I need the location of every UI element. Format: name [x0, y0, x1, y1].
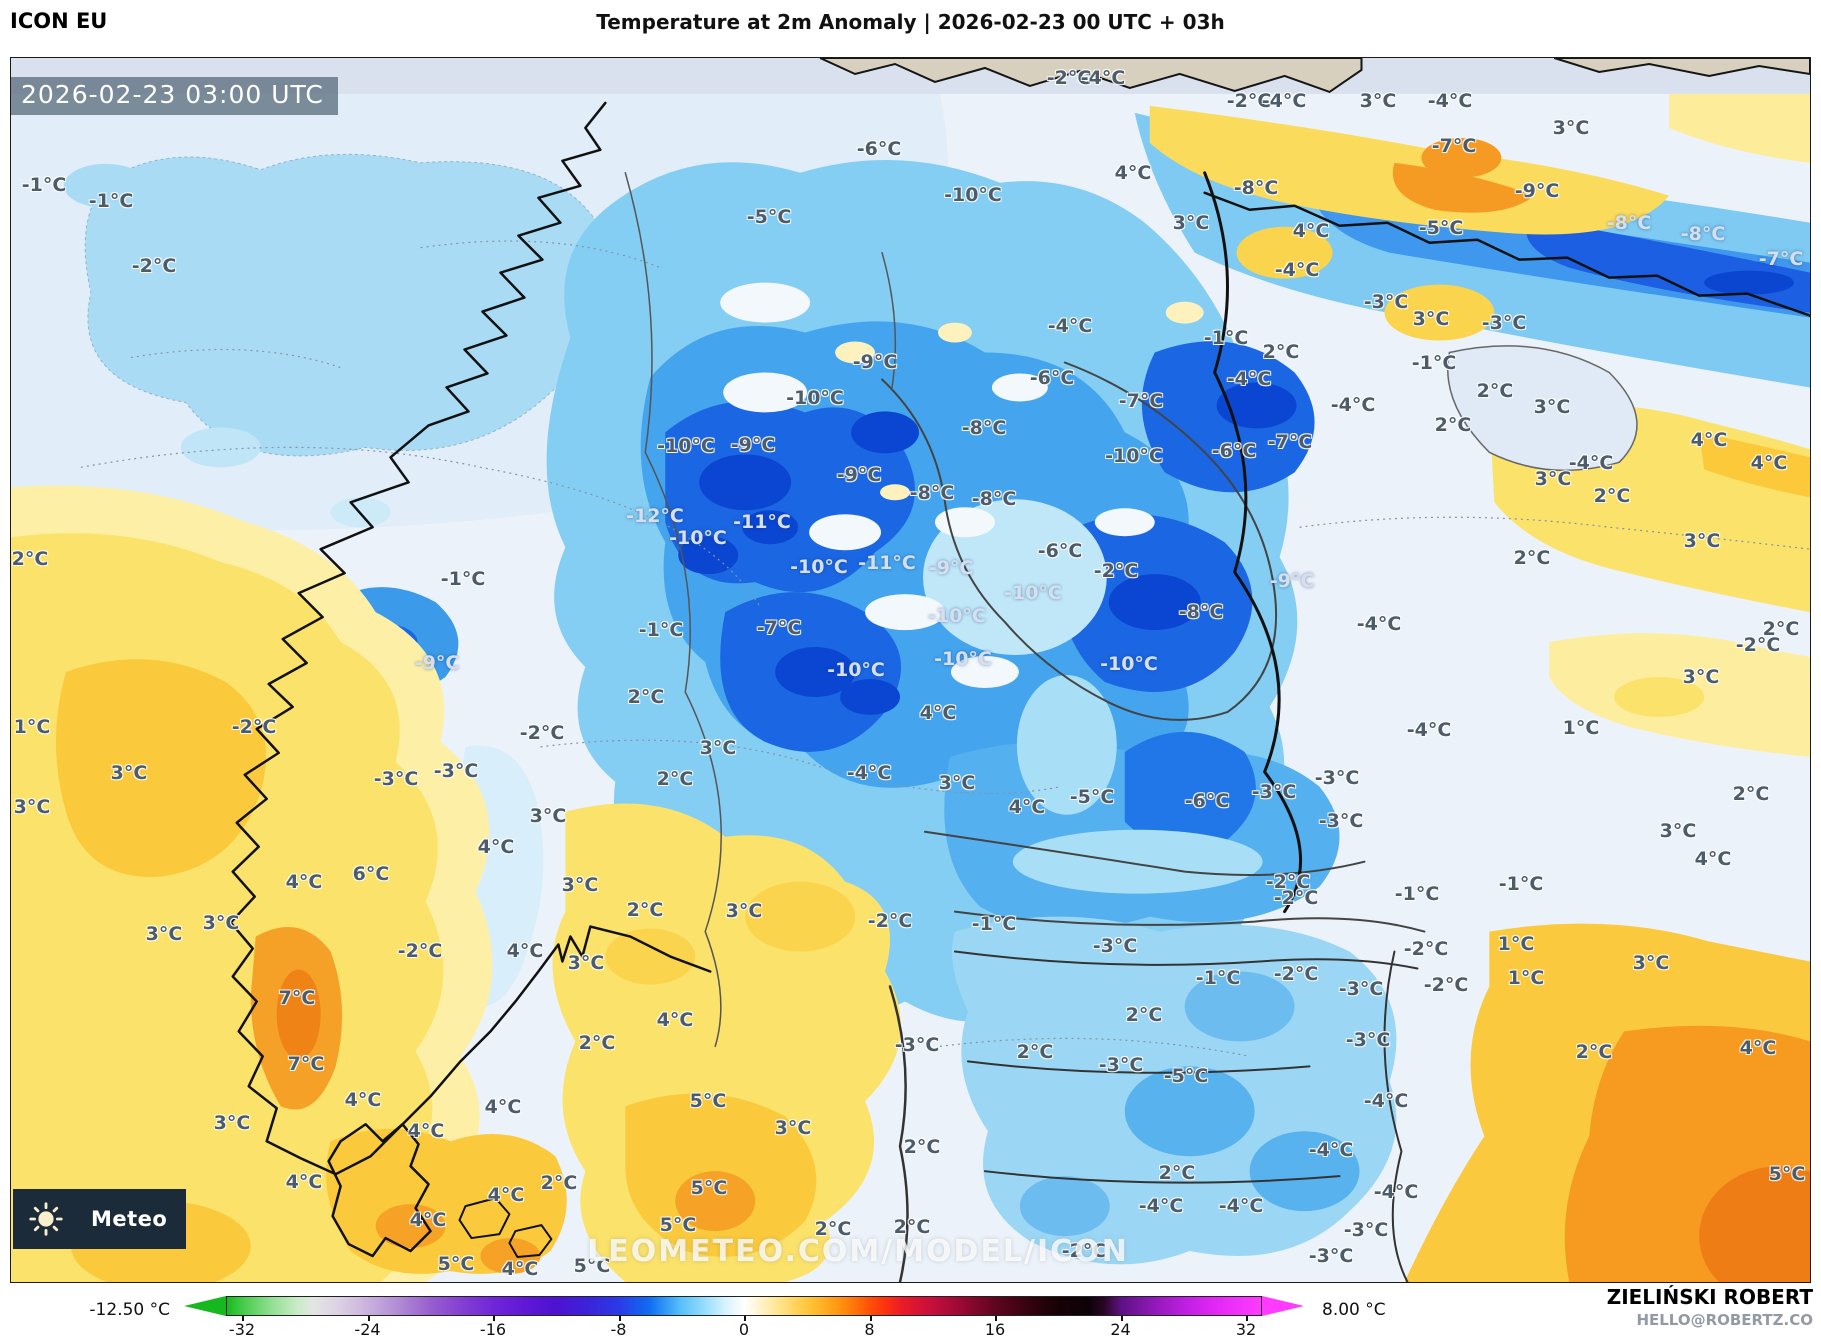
colorbar-tickmark — [869, 1316, 872, 1321]
colorbar-tickmark — [242, 1316, 244, 1321]
colorbar-tick-label: 16 — [984, 1320, 1006, 1338]
model-name: ICON EU — [10, 9, 108, 33]
logo-brand-text: Meteo — [91, 1207, 168, 1231]
site-logo[interactable]: Meteo — [13, 1189, 186, 1249]
colorbar-tickmark — [493, 1316, 495, 1321]
colorbar-tickmark — [1246, 1316, 1248, 1321]
colorbar-tickmark — [995, 1316, 997, 1321]
map-canvas: -1°C -1°C -2°C 2°C 1°C 3°C 3°C 3°C -2°C -1°C -9°C -… — [10, 57, 1811, 1283]
colorbar-left-arrow — [184, 1296, 226, 1316]
anomaly-field-graphic — [11, 58, 1810, 1282]
colorbar-tick-label: 32 — [1235, 1320, 1257, 1338]
colorbar-tickmark — [1120, 1316, 1123, 1321]
colorbar-tickmark — [744, 1316, 746, 1321]
colorbar-max-value: 8.00 °C — [1322, 1300, 1386, 1320]
colorbar-tick-label: 8 — [864, 1320, 875, 1338]
author-contact: HELLO@ROBERTZ.CO — [1636, 1311, 1813, 1329]
colorbar-tick-label: -16 — [479, 1320, 507, 1338]
page-title: Temperature at 2m Anomaly | 2026-02-23 0… — [596, 10, 1225, 34]
colorbar-tick-label: -32 — [228, 1320, 256, 1338]
colorbar-gradient — [226, 1296, 1262, 1316]
colorbar-tickmark — [618, 1316, 621, 1321]
colorbar-tick-label: 0 — [738, 1320, 750, 1338]
colorbar-tick-label: -8 — [610, 1320, 627, 1338]
colorbar-tick-label: -24 — [354, 1320, 381, 1338]
watermark: LEOMETEO.COM/MODEL/ICON — [587, 1234, 1129, 1269]
timestamp-badge: 2026-02-23 03:00 UTC — [11, 77, 338, 115]
colorbar-tickmark — [367, 1316, 370, 1321]
colorbar-tick-label: 24 — [1110, 1320, 1131, 1338]
author-name: ZIELIŃSKI ROBERT — [1606, 1285, 1813, 1309]
sun-icon — [29, 1202, 63, 1236]
colorbar-min-value: -12.50 °C — [89, 1300, 170, 1320]
colorbar-right-arrow — [1262, 1296, 1304, 1316]
